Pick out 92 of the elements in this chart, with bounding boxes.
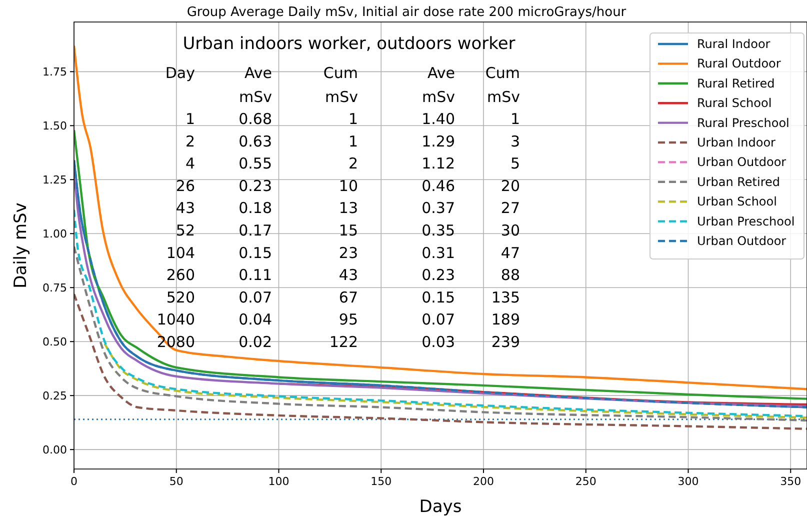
annotation: Day (165, 64, 196, 82)
annotation: Ave mSv (238, 64, 272, 106)
annotation: 0.02 (238, 333, 272, 351)
annotation: 260 (166, 266, 195, 284)
y-tick-label: 0.50 (42, 336, 67, 349)
y-axis-title: Daily mSv (11, 202, 31, 288)
annotation: 4 (185, 154, 195, 173)
annotation: 26 (176, 176, 195, 195)
annotation: 0.23 (422, 266, 455, 284)
annotation: 0.35 (422, 222, 455, 240)
annotation: 0.15 (238, 244, 272, 262)
y-tick-label: 1.50 (42, 120, 67, 133)
annotation: 1040 (156, 310, 195, 329)
annotation: 0.17 (238, 222, 272, 240)
legend-label: Urban School (697, 194, 777, 209)
annotation: 0.03 (422, 333, 455, 351)
legend-label: Urban Preschool (697, 214, 795, 228)
legend-label: Urban Outdoor (697, 155, 786, 170)
y-tick-label: 0.75 (42, 282, 67, 295)
legend-label: Rural Retired (697, 76, 775, 90)
legend-label: Rural Indoor (697, 37, 770, 51)
y-tick-label: 0.00 (42, 444, 67, 457)
annotation: 1 (510, 110, 520, 128)
annotation: 0.04 (238, 310, 272, 329)
annotation: 47 (500, 244, 520, 262)
x-tick-label: 0 (70, 475, 78, 488)
legend-label: Rural Outdoor (697, 56, 781, 71)
legend-label: Rural Preschool (697, 116, 790, 130)
annotation: 27 (500, 199, 520, 218)
annotation: 52 (176, 222, 195, 240)
annotation: 1 (348, 132, 358, 150)
annotation: 189 (491, 310, 520, 329)
line-series (74, 292, 807, 430)
y-tick-label: 1.25 (42, 174, 67, 187)
line-series (74, 245, 807, 422)
annotation: 135 (491, 288, 520, 306)
annotation: 0.68 (238, 110, 272, 128)
annotation: 0.18 (238, 199, 272, 218)
annotation: 5 (510, 154, 520, 173)
annotation: 67 (338, 288, 358, 306)
annotation: 520 (166, 288, 195, 306)
annotation: 13 (338, 199, 358, 218)
annotation: Urban indoors worker, outdoors worker (182, 34, 516, 54)
annotation: 122 (329, 333, 358, 351)
annotation: 30 (500, 222, 520, 240)
annotation: 1.29 (422, 132, 455, 150)
annotation: 20 (500, 176, 520, 195)
annotation: 0.15 (422, 288, 455, 306)
x-tick-label: 100 (268, 475, 290, 488)
y-tick-label: 1.00 (42, 228, 67, 241)
legend-label: Urban Indoor (697, 136, 776, 150)
annotation: 23 (338, 244, 358, 262)
annotation: 0.07 (422, 310, 455, 329)
legend-label: Rural School (697, 96, 772, 110)
annotation: 1.40 (422, 110, 455, 128)
x-axis-title: Days (419, 497, 462, 517)
chart-title: Group Average Daily mSv, Initial air dose rate 200 microGrays/hour (186, 5, 627, 20)
annotation: 1 (348, 110, 358, 128)
annotation: 43 (338, 266, 358, 284)
annotation: 0.07 (238, 288, 272, 306)
annotation: Cum mSv (323, 64, 358, 106)
annotation: 43 (176, 199, 195, 218)
x-tick-label: 300 (678, 475, 699, 488)
annotation: 1 (185, 110, 195, 128)
y-tick-label: 1.75 (42, 66, 67, 79)
annotation: 10 (338, 176, 358, 195)
annotation: 0.55 (238, 154, 272, 173)
annotation: 0.63 (238, 132, 272, 150)
annotation: 15 (338, 222, 358, 240)
x-tick-label: 350 (780, 475, 802, 488)
annotation: 0.37 (422, 199, 455, 218)
annotation: 0.11 (238, 266, 272, 284)
annotation: 2 (185, 132, 195, 150)
annotation: 0.46 (422, 176, 455, 195)
legend-label: Urban Outdoor (697, 234, 786, 248)
annotation: 3 (510, 132, 520, 150)
legend-label: Urban Retired (697, 174, 780, 189)
annotation: 0.23 (238, 176, 272, 195)
x-tick-label: 250 (575, 475, 596, 488)
annotation: 0.31 (422, 244, 455, 262)
annotation: Ave mSv (422, 64, 456, 106)
annotation: 2 (348, 154, 358, 173)
x-tick-label: 200 (472, 475, 494, 488)
x-tick-label: 50 (169, 475, 184, 488)
y-tick-label: 0.25 (42, 390, 67, 403)
annotation: 1.12 (422, 154, 455, 173)
annotation: 88 (500, 266, 520, 284)
annotation: 239 (491, 333, 520, 351)
annotation: Cum mSv (485, 64, 520, 106)
x-tick-label: 150 (370, 475, 392, 488)
annotation: 95 (338, 310, 358, 329)
annotation: 104 (166, 244, 195, 262)
